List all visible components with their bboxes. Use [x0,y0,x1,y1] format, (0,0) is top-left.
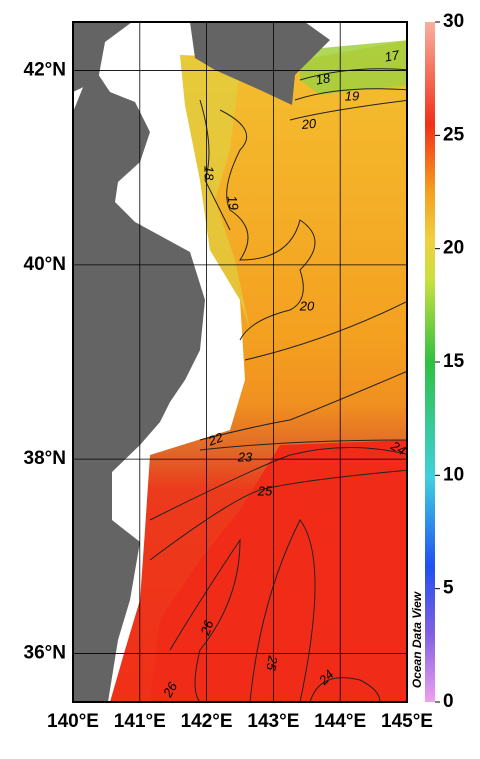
sea-cold [300,40,407,95]
colorbar-tick-label: 30 [443,11,464,32]
contour-label: 20 [299,298,315,313]
x-tick-label: 142°E [181,711,233,732]
contour-label: 18 [202,166,217,181]
contour-label: 20 [300,116,317,132]
contour-label: 25 [257,483,273,498]
watermark: Ocean Data View [410,591,424,688]
contour-label: 19 [224,194,241,211]
colorbar-tick-label: 15 [443,351,465,372]
y-tick-label: 40°N [24,254,66,275]
colorbar [425,22,435,702]
map-frame [72,21,408,703]
contour-label: 26 [159,679,180,701]
x-tick-label: 140°E [47,711,99,732]
map-area [73,22,407,702]
colorbar-tick-label: 10 [443,464,464,485]
land [73,65,205,702]
contour-label: 22 [205,429,225,449]
contour-label: 25 [263,654,281,673]
colorbar-tick-label: 25 [443,124,465,145]
colorbar-tick-label: 0 [443,691,454,712]
y-tick-label: 36°N [24,642,66,663]
colorbar-tick-label: 20 [443,238,464,259]
x-tick-label: 145°E [381,711,433,732]
y-tick-label: 38°N [24,448,66,469]
x-tick-label: 141°E [114,711,166,732]
contour-label: 24 [388,437,409,458]
x-tick-label: 143°E [247,711,299,732]
land [190,22,330,105]
y-tick-label: 42°N [24,60,66,81]
contour-label: 17 [383,47,401,64]
land [73,22,132,92]
contour-label: 23 [237,449,253,464]
x-tick-label: 144°E [314,711,366,732]
sea-cool [180,55,250,330]
contour-label: 18 [314,70,332,87]
contour-label: 26 [197,618,217,638]
contour-label: 19 [345,88,359,103]
colorbar-tick-label: 5 [443,578,454,599]
